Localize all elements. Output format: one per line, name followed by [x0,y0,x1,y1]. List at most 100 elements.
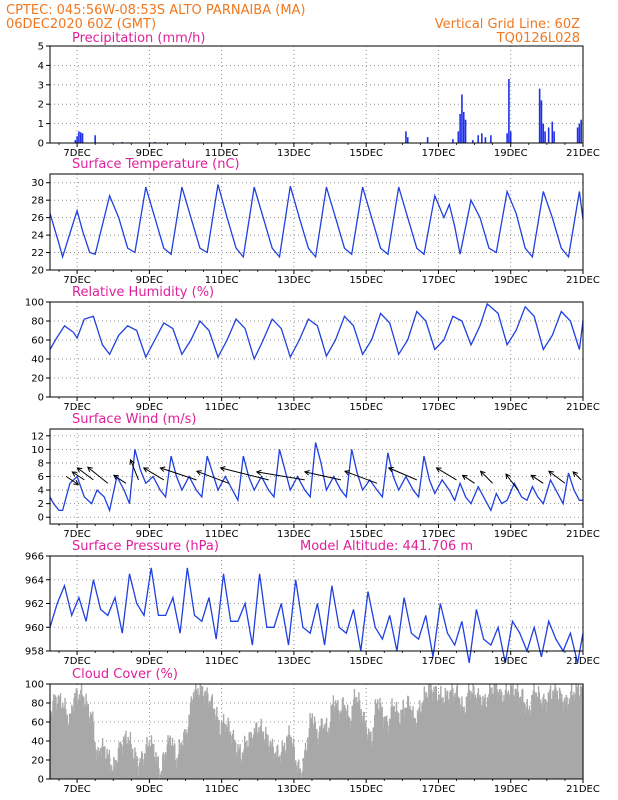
cloud-bar [139,758,141,779]
cloud-bar [533,684,535,779]
cloud-bar [478,697,480,779]
cloud-bar [210,696,213,779]
wind-arrow [530,474,544,484]
cloud-bar [374,715,376,779]
cloud-bar [215,715,217,779]
precipitation-xtick-label: 19DEC [494,148,528,159]
cloud-bar [490,693,492,779]
cloud-bar [413,717,415,779]
cloud-bar [502,701,504,779]
cloud-bar [334,700,337,779]
cloud-bar [361,723,364,779]
cloud-bar [125,730,127,779]
cloud-bar [547,692,550,779]
cloud-bar [355,703,357,779]
cloud-bar [255,722,258,779]
pressure-xtick-label: 17DEC [422,656,456,667]
cloud-bar [392,707,394,779]
cloud-bar [352,699,355,779]
cloud-bar [473,698,476,779]
cloud-bar [419,711,422,779]
cloud-bar [230,735,232,779]
cloud-bar [437,694,440,779]
panel-title-pressure: Surface Pressure (hPa) [72,539,219,554]
cloud-bar [286,736,288,779]
cloud-bar [255,723,257,779]
cloud-bar [474,694,477,779]
cloud-bar [120,743,123,779]
cloud-bar [57,695,59,779]
cloud-bar [348,717,350,779]
cloud-bar [280,751,283,779]
wind-arrow-head [195,470,202,476]
cloud-bar [86,701,88,779]
panel-title-humidity: Relative Humidity (%) [72,285,214,300]
cloud-bar [497,701,499,779]
cloud-bar [450,692,453,779]
cloud-bar [146,736,148,779]
cloud-bar [268,746,270,779]
cloud-bar [401,709,404,779]
cloud-bar [327,734,329,779]
cloud-bar [196,693,199,779]
cloud-bar [536,696,538,779]
cloud-bar [360,709,362,779]
cloud-cover-xtick-label: 21DEC [566,784,600,795]
cloud-bar [71,706,74,779]
cloud-bar [66,714,68,779]
cloud-bar [384,716,386,779]
cloud-bar [159,774,162,779]
cloud-bar [204,690,207,779]
cloud-bar [82,698,84,779]
cloud-bar [132,758,135,779]
cloud-bar [354,697,356,779]
wind-ytick-label: 8 [38,458,44,469]
humidity-xtick-label: 19DEC [494,402,528,413]
cloud-bar [201,690,203,779]
cloud-bar [412,706,414,779]
wind-arrow [480,470,494,484]
cloud-bar [153,756,156,779]
cloud-bar [279,755,281,779]
cloud-bar [265,726,267,779]
cloud-bar [130,744,132,779]
cloud-bar [248,732,250,779]
cloud-bar [452,701,455,779]
precip-bar [544,131,546,143]
cloud-bar [157,756,159,779]
cloud-bar [102,747,105,779]
cloud-bar [175,767,177,779]
cloud-bar [312,723,314,779]
cloud-bar [174,759,177,779]
cloud-bar [495,684,498,779]
cloud-bar [222,713,225,779]
cloud-bar [199,684,202,779]
cloud-bar [417,713,419,779]
cloud-bar [479,696,482,779]
cloud-bar [195,684,197,779]
precip-bar [484,137,487,143]
cloud-bar [280,762,282,779]
cloud-bar [369,731,371,779]
cloud-bar [326,731,329,779]
cloud-bar [343,704,346,779]
humidity-panel: 0 20 40 60 80 100 7DEC 9DEC 11DEC 13DEC 15DEC 17DEC… [25,298,600,414]
pressure-xtick-label: 7DEC [63,656,90,667]
cloud-bar [538,692,541,779]
cloud-bar [347,715,350,779]
temperature-ytick-label: 24 [31,231,44,242]
humidity-frame [49,301,584,398]
cloud-bar [330,704,332,779]
cloud-bar [404,716,406,779]
cloud-bar [304,742,307,779]
wind-line [49,442,583,513]
header-date: 06DEC2020 60Z (GMT) [6,17,156,32]
cloud-bar [537,697,539,779]
cloud-bar [329,722,332,779]
cloud-bar [273,759,275,779]
cloud-bar [451,684,453,779]
cloud-bar [188,714,190,779]
cloud-bar [394,716,396,779]
cloud-bar [71,704,73,779]
cloud-bar [210,706,212,779]
